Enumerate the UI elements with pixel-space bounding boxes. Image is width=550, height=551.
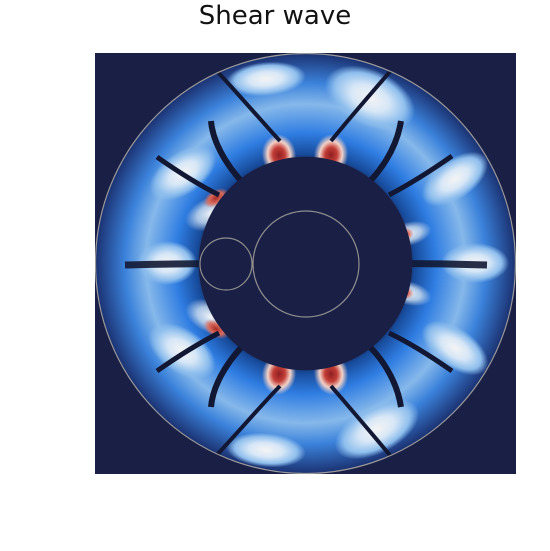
inner-circle-small	[199, 237, 253, 291]
inner-circle-large	[252, 210, 360, 318]
shear-wave-field	[95, 53, 516, 474]
shear-wave-figure	[95, 53, 516, 474]
outer-boundary	[95, 53, 516, 474]
wave-annulus	[95, 53, 516, 474]
figure-title: Shear wave	[198, 1, 352, 31]
